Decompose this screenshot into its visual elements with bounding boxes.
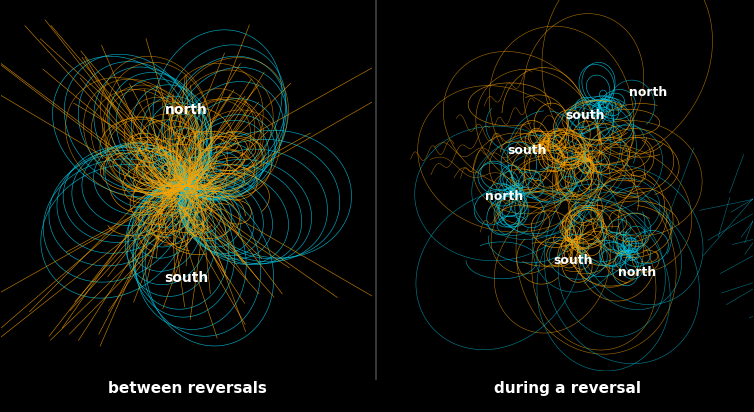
Text: north: north: [630, 86, 667, 99]
Text: south: south: [553, 254, 593, 267]
Text: south: south: [565, 109, 605, 122]
Text: during a reversal: during a reversal: [494, 381, 640, 396]
Text: north: north: [618, 266, 656, 279]
Text: between reversals: between reversals: [108, 381, 266, 396]
Text: north: north: [485, 190, 523, 204]
Text: north: north: [165, 103, 208, 117]
Text: south: south: [164, 271, 209, 285]
Text: south: south: [507, 144, 547, 157]
